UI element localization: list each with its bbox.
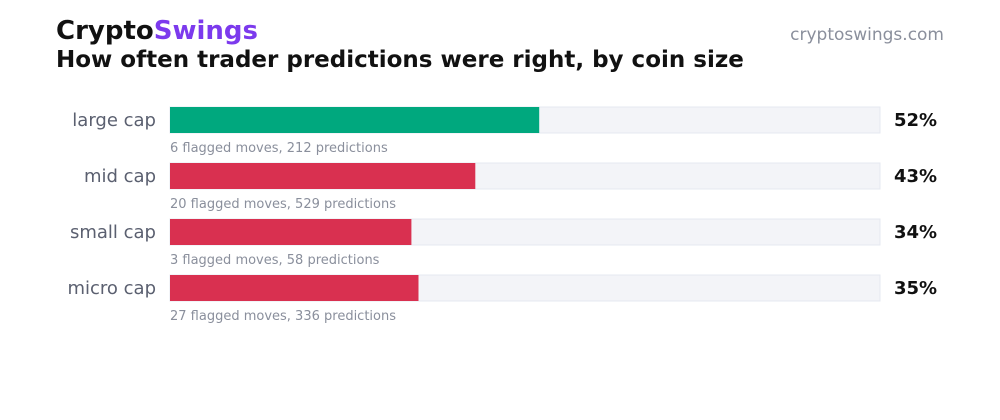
brand-name-part2: Swings bbox=[153, 16, 259, 46]
bar-micro-cap bbox=[170, 275, 419, 301]
value-label-micro-cap: 35% bbox=[894, 278, 937, 299]
annotation-large-cap: 6 flagged moves, 212 predictions bbox=[170, 141, 388, 156]
brand-name-part1: Crypto bbox=[56, 16, 154, 46]
category-label-large-cap: large cap bbox=[72, 110, 156, 131]
bar-mid-cap bbox=[170, 163, 476, 189]
category-label-micro-cap: micro cap bbox=[67, 278, 156, 299]
category-label-small-cap: small cap bbox=[70, 222, 156, 243]
annotation-small-cap: 3 flagged moves, 58 predictions bbox=[170, 253, 380, 268]
value-label-small-cap: 34% bbox=[894, 222, 937, 243]
site-url: cryptoswings.com bbox=[790, 25, 944, 45]
bar-small-cap bbox=[170, 219, 412, 245]
value-label-large-cap: 52% bbox=[894, 110, 937, 131]
category-label-mid-cap: mid cap bbox=[84, 166, 156, 187]
value-label-mid-cap: 43% bbox=[894, 166, 937, 187]
bar-large-cap bbox=[170, 107, 540, 133]
brand-logo: CryptoSwings bbox=[56, 14, 258, 48]
chart-title: How often trader predictions were right,… bbox=[56, 47, 744, 73]
annotation-micro-cap: 27 flagged moves, 336 predictions bbox=[170, 309, 396, 324]
annotation-mid-cap: 20 flagged moves, 529 predictions bbox=[170, 197, 396, 212]
